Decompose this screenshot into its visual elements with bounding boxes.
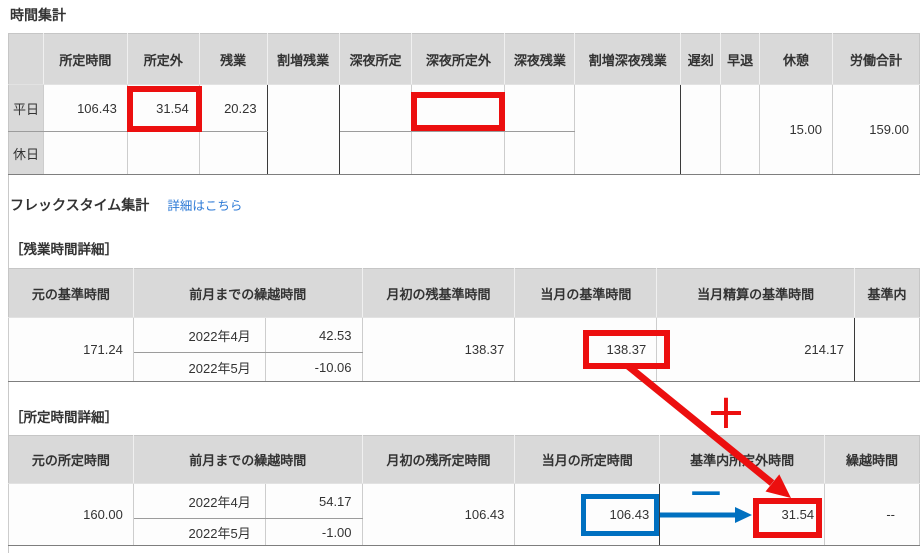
overtime-detail-row-april: 171.24 2022年4月 42.53 138.37 138.37 214.1…	[8, 317, 920, 382]
cell-month-start-remaining-scheduled: 106.43	[361, 483, 516, 546]
cell-weekday-overtime: 20.23	[198, 84, 268, 132]
scheduled-detail-row-may: 2022年5月 -1.00	[9, 518, 920, 546]
cell-early-leave	[720, 84, 761, 175]
col-header-month-start-remaining-base: 月初の残基準時間	[361, 268, 516, 318]
scheduled-detail-row-april: 160.00 2022年4月 54.17 106.43 106.43 31.54…	[8, 483, 920, 546]
cell-holiday-non-scheduled	[126, 131, 200, 175]
cell-original-base-time: 171.24	[8, 317, 134, 382]
overtime-detail-table: 元の基準時間 前月までの繰越時間 月初の残基準時間 当月の基準時間 当月精算の基…	[8, 268, 920, 382]
row-label-weekday: 平日	[8, 84, 44, 132]
cell-carryover-value-may: -10.06	[264, 352, 363, 382]
overtime-detail-header-row: 元の基準時間 前月までの繰越時間 月初の残基準時間 当月の基準時間 当月精算の基…	[8, 268, 920, 318]
cell-weekday-night-scheduled	[338, 84, 413, 132]
col-header-current-month-base: 当月の基準時間	[514, 268, 658, 318]
cell-carryover-month-may: 2022年5月	[132, 352, 266, 382]
cell-month-start-remaining-base: 138.37	[361, 317, 516, 382]
col-header-premium-overtime: 割増残業	[266, 33, 340, 85]
weekday-row: 平日 106.43 31.54 20.23 15.00 159.00	[8, 84, 920, 175]
cell-work-total: 159.00	[832, 84, 920, 175]
time-summary-table: 所定時間 所定外 残業 割増残業 深夜所定 深夜所定外 深夜残業 割増深夜残業 …	[8, 33, 920, 175]
col-header-work-total: 労働合計	[832, 33, 920, 85]
overtime-detail-title: ［残業時間詳細］	[10, 242, 118, 257]
cell-carryover-month-april: 2022年4月	[132, 317, 266, 353]
row-label-holiday: 休日	[8, 131, 44, 175]
cell-weekday-non-scheduled: 31.54	[126, 84, 200, 132]
cell-within-base-non-scheduled: 31.54	[659, 483, 826, 546]
cell-late	[680, 84, 722, 175]
time-summary-title: 時間集計	[10, 7, 66, 23]
cell-weekday-night-non-scheduled	[411, 84, 506, 132]
cell-carryover-next: --	[824, 483, 920, 546]
col-header-carryover-prev-months-2: 前月までの繰越時間	[132, 435, 363, 484]
cell-holiday-night-non-scheduled	[411, 131, 506, 175]
cell-sched-carryover-value-may: -1.00	[264, 518, 363, 546]
time-summary-header-row: 所定時間 所定外 残業 割増残業 深夜所定 深夜所定外 深夜残業 割増深夜残業 …	[8, 33, 920, 85]
col-header-scheduled: 所定時間	[42, 33, 128, 85]
col-header-original-scheduled-time: 元の所定時間	[8, 435, 134, 484]
cell-weekday-night-overtime	[504, 84, 576, 132]
col-header-night-overtime: 深夜残業	[504, 33, 576, 85]
corner-header-cell	[8, 33, 44, 85]
cell-carryover-value-april: 42.53	[264, 317, 363, 353]
cell-premium-overtime	[266, 84, 340, 175]
cell-sched-carryover-month-april: 2022年4月	[132, 483, 266, 519]
detail-link[interactable]: 詳細はこちら	[167, 199, 243, 213]
cell-sched-carryover-value-april: 54.17	[264, 483, 363, 519]
col-header-original-base-time: 元の基準時間	[8, 268, 134, 318]
flextime-title: フレックスタイム集計	[10, 197, 150, 213]
cell-settlement-base: 214.17	[656, 317, 856, 382]
flextime-heading: フレックスタイム集計 詳細はこちら	[10, 195, 242, 215]
cell-holiday-night-scheduled	[338, 131, 413, 175]
col-header-within-base-cut: 基準内	[854, 268, 920, 318]
cell-sched-carryover-month-may: 2022年5月	[132, 518, 266, 546]
cell-current-month-base: 138.37	[514, 317, 658, 382]
cell-premium-night-overtime	[574, 84, 682, 175]
scheduled-detail-table: 元の所定時間 前月までの繰越時間 月初の残所定時間 当月の所定時間 基準内所定外…	[8, 435, 920, 546]
col-header-within-base-non-scheduled: 基準内所定外時間	[659, 435, 826, 484]
cell-break: 15.00	[759, 84, 833, 175]
cell-holiday-scheduled	[42, 131, 128, 175]
col-header-premium-night-overtime: 割増深夜残業	[574, 33, 682, 85]
plus-annotation: +	[706, 384, 746, 440]
cell-current-month-scheduled: 106.43	[514, 483, 661, 546]
col-header-settlement-base: 当月精算の基準時間	[656, 268, 856, 318]
col-header-carryover-time: 繰越時間	[824, 435, 920, 484]
col-header-night-scheduled: 深夜所定	[338, 33, 413, 85]
col-header-non-scheduled: 所定外	[126, 33, 200, 85]
cell-within-base-cut	[854, 317, 920, 382]
overtime-detail-row-may: 2022年5月 -10.06	[9, 352, 920, 382]
cell-original-scheduled-time: 160.00	[8, 483, 134, 546]
col-header-overtime: 残業	[198, 33, 268, 85]
cell-holiday-night-overtime	[504, 131, 576, 175]
col-header-night-non-scheduled: 深夜所定外	[411, 33, 506, 85]
cell-holiday-overtime	[198, 131, 268, 175]
cell-weekday-scheduled: 106.43	[42, 84, 128, 132]
scheduled-detail-title: ［所定時間詳細］	[10, 410, 118, 425]
holiday-row: 休日	[8, 131, 920, 175]
col-header-current-month-scheduled: 当月の所定時間	[514, 435, 661, 484]
scheduled-detail-header-row: 元の所定時間 前月までの繰越時間 月初の残所定時間 当月の所定時間 基準内所定外…	[8, 435, 920, 484]
col-header-break: 休憩	[759, 33, 833, 85]
col-header-late: 遅刻	[680, 33, 722, 85]
col-header-month-start-remaining-scheduled: 月初の残所定時間	[361, 435, 516, 484]
col-header-carryover-prev-months: 前月までの繰越時間	[132, 268, 363, 318]
col-header-early-leave: 早退	[720, 33, 761, 85]
